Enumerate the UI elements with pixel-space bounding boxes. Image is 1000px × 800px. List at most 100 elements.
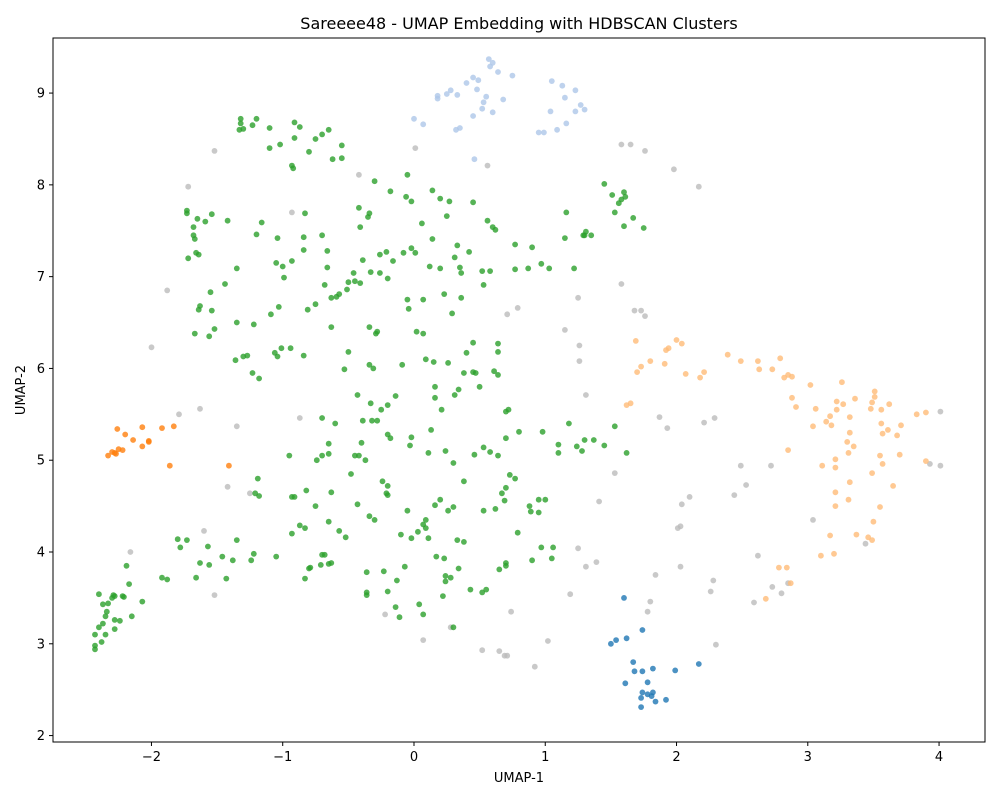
scatter-point xyxy=(737,358,744,364)
scatter-point xyxy=(249,122,256,129)
scatter-point xyxy=(384,402,391,408)
scatter-point xyxy=(367,400,374,407)
scatter-point xyxy=(832,456,839,463)
scatter-point xyxy=(127,549,134,555)
scatter-point xyxy=(437,496,444,503)
scatter-point xyxy=(194,215,201,222)
scatter-point xyxy=(440,593,446,599)
scatter-point xyxy=(420,637,427,643)
scatter-point xyxy=(401,563,408,570)
scatter-point xyxy=(254,475,261,482)
scatter-point xyxy=(871,388,878,395)
scatter-point xyxy=(400,249,407,256)
scatter-point xyxy=(387,188,394,195)
scatter-point xyxy=(453,126,459,133)
scatter-point xyxy=(555,450,562,456)
scatter-point xyxy=(328,489,335,496)
scatter-point xyxy=(496,648,503,654)
scatter-point xyxy=(362,457,369,464)
scatter-point xyxy=(394,577,400,584)
scatter-point xyxy=(483,586,490,593)
scatter-point xyxy=(249,370,256,376)
scatter-point xyxy=(701,419,707,426)
scatter-point xyxy=(776,564,782,571)
scatter-point xyxy=(563,120,570,127)
scatter-point xyxy=(562,327,568,333)
scatter-point xyxy=(631,668,638,675)
scatter-point xyxy=(495,349,501,355)
scatter-point xyxy=(495,340,501,347)
scatter-point xyxy=(596,498,602,505)
scatter-point xyxy=(184,210,190,217)
scatter-point xyxy=(306,148,312,155)
scatter-point xyxy=(96,624,102,631)
scatter-point xyxy=(484,217,491,224)
scatter-point xyxy=(420,611,427,618)
scatter-point xyxy=(447,87,454,94)
scatter-point xyxy=(777,355,784,362)
scatter-point xyxy=(291,119,298,126)
scatter-point xyxy=(710,577,717,584)
scatter-point xyxy=(304,306,311,313)
scatter-point xyxy=(516,428,522,435)
scatter-point xyxy=(250,550,257,557)
scatter-point xyxy=(846,429,853,436)
scatter-point xyxy=(287,345,294,352)
scatter-point xyxy=(845,450,852,456)
scatter-point xyxy=(593,559,600,565)
scatter-point xyxy=(879,430,886,437)
scatter-point xyxy=(890,483,896,489)
scatter-point xyxy=(356,452,362,459)
x-tick-label: 4 xyxy=(935,750,943,765)
scatter-point xyxy=(392,393,399,399)
scatter-point xyxy=(638,307,644,314)
plot-frame xyxy=(52,37,986,743)
scatter-point xyxy=(686,494,693,500)
scatter-point xyxy=(224,217,231,224)
scatter-point xyxy=(325,518,332,525)
scatter-point xyxy=(422,356,429,363)
scatter-point xyxy=(420,330,427,337)
scatter-point xyxy=(894,432,900,439)
scatter-point xyxy=(526,503,533,509)
scatter-point xyxy=(159,425,165,431)
scatter-point xyxy=(441,291,448,297)
scatter-point xyxy=(572,87,579,94)
scatter-point xyxy=(191,330,198,337)
scatter-point xyxy=(480,444,487,451)
scatter-point xyxy=(611,470,618,476)
scatter-point xyxy=(576,342,583,349)
scatter-point xyxy=(374,328,381,335)
scatter-point xyxy=(768,462,774,469)
scatter-point xyxy=(356,171,362,178)
scatter-point xyxy=(471,156,478,163)
scatter-point xyxy=(512,241,518,248)
scatter-point xyxy=(248,557,255,564)
scatter-point xyxy=(342,534,349,541)
scatter-point xyxy=(148,344,155,351)
scatter-point xyxy=(503,435,509,442)
scatter-point xyxy=(211,326,218,332)
scatter-point xyxy=(896,451,903,458)
scatter-point xyxy=(575,545,581,552)
scatter-point xyxy=(652,572,659,578)
scatter-point xyxy=(566,420,572,427)
scatter-point xyxy=(608,640,614,647)
scatter-point xyxy=(445,507,451,514)
scatter-point xyxy=(224,483,231,490)
scatter-point xyxy=(341,366,348,373)
scatter-point xyxy=(377,270,383,276)
scatter-point xyxy=(458,294,465,301)
scatter-point xyxy=(363,569,370,576)
scatter-point xyxy=(480,507,487,514)
scatter-point xyxy=(387,435,394,442)
scatter-point xyxy=(541,129,547,136)
scatter-point xyxy=(300,352,307,359)
scatter-point xyxy=(833,406,840,413)
scatter-point xyxy=(117,617,123,624)
scatter-point xyxy=(103,608,110,615)
scatter-point xyxy=(886,401,893,408)
scatter-point xyxy=(677,563,684,570)
scatter-point xyxy=(313,457,320,464)
